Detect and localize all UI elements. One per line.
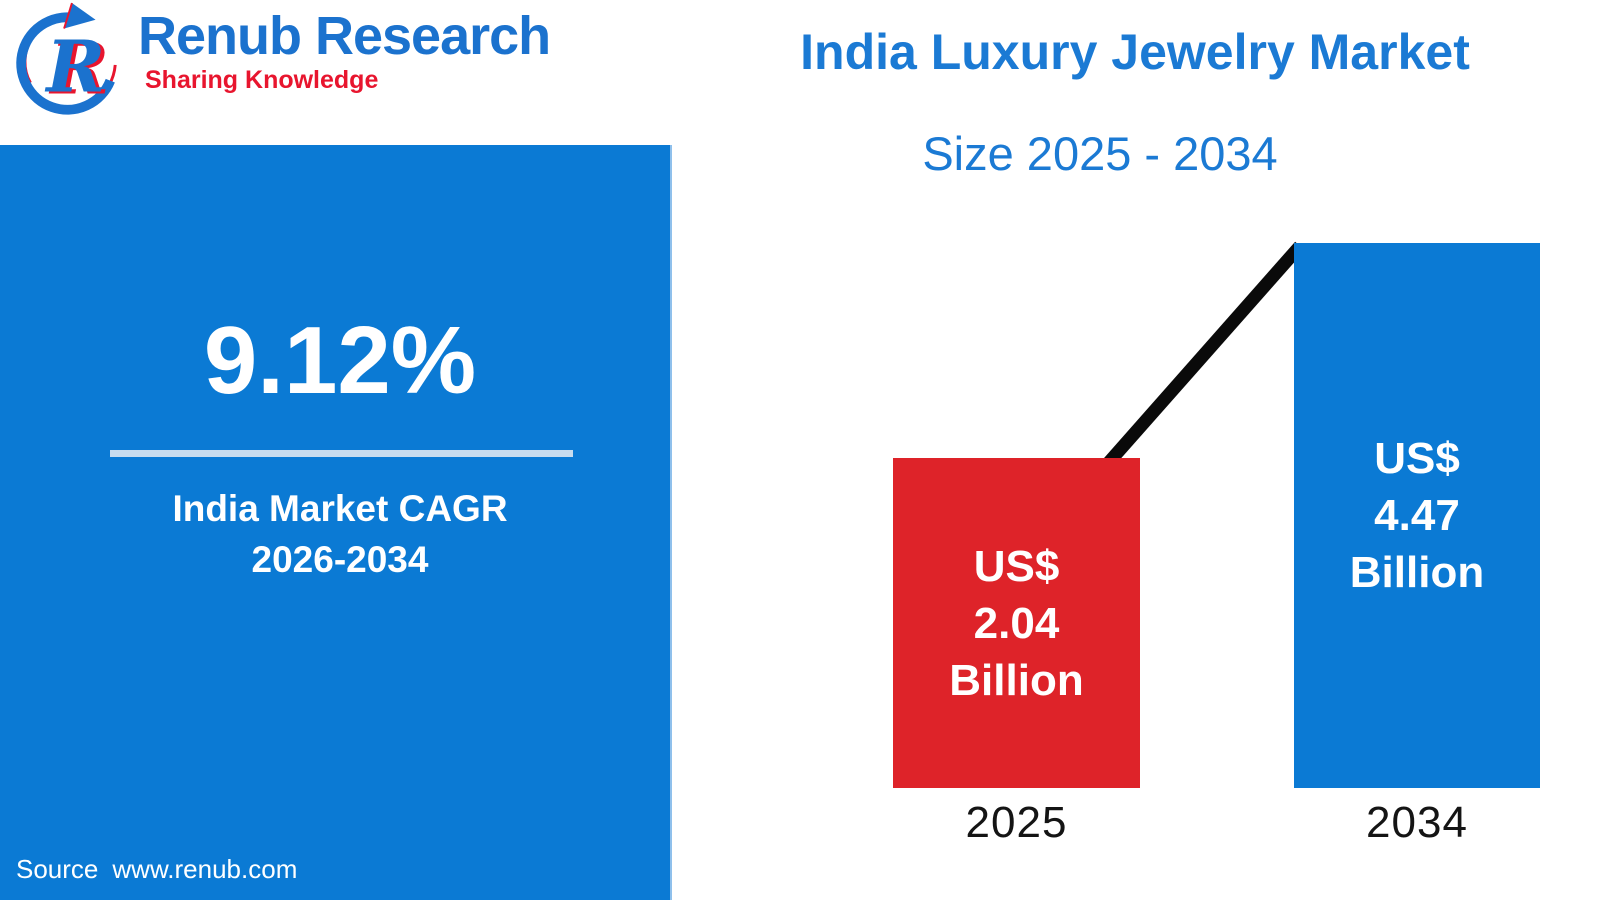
bar-2034-label-value: 4.47 bbox=[1374, 491, 1460, 540]
bar-2025-label-value: 2.04 bbox=[973, 598, 1060, 648]
bar-2034-label-currency: US$ bbox=[1374, 434, 1460, 483]
source-line: Source www.renub.com bbox=[16, 854, 297, 885]
renub-logo: R R Renub Research Sharing Knowledge bbox=[10, 2, 551, 120]
bar-2025: US$ 2.04 Billion bbox=[893, 458, 1140, 788]
page-title: India Luxury Jewelry Market bbox=[800, 24, 1470, 80]
source-label: Source bbox=[16, 854, 99, 884]
source-url: www.renub.com bbox=[112, 854, 298, 884]
logo-tagline: Sharing Knowledge bbox=[145, 66, 379, 94]
cagr-label-line2: 2026-2034 bbox=[251, 539, 429, 580]
axis-label-2034: 2034 bbox=[1366, 798, 1468, 847]
renub-logo-icon: R R bbox=[16, 2, 117, 115]
cagr-label-line1: India Market CAGR bbox=[172, 488, 508, 529]
cagr-value: 9.12% bbox=[203, 307, 477, 414]
cagr-panel: 9.12% India Market CAGR 2026-2034 Source… bbox=[0, 145, 672, 900]
axis-label-2025: 2025 bbox=[965, 798, 1068, 847]
logo-name: Renub Research bbox=[138, 6, 551, 66]
page-subtitle: Size 2025 - 2034 bbox=[922, 127, 1278, 180]
cagr-label: India Market CAGR 2026-2034 bbox=[0, 483, 670, 585]
bar-2034-label-unit: Billion bbox=[1349, 548, 1485, 597]
bar-2025-label-currency: US$ bbox=[973, 541, 1060, 591]
bar-2025-label-unit: Billion bbox=[949, 655, 1084, 705]
logo-wordmark: Renub Research Sharing Knowledge bbox=[138, 2, 551, 120]
svg-text:R: R bbox=[48, 27, 109, 110]
cagr-divider bbox=[110, 450, 573, 457]
svg-text:R: R bbox=[44, 25, 105, 108]
bar-2034: US$ 4.47 Billion bbox=[1294, 243, 1540, 788]
